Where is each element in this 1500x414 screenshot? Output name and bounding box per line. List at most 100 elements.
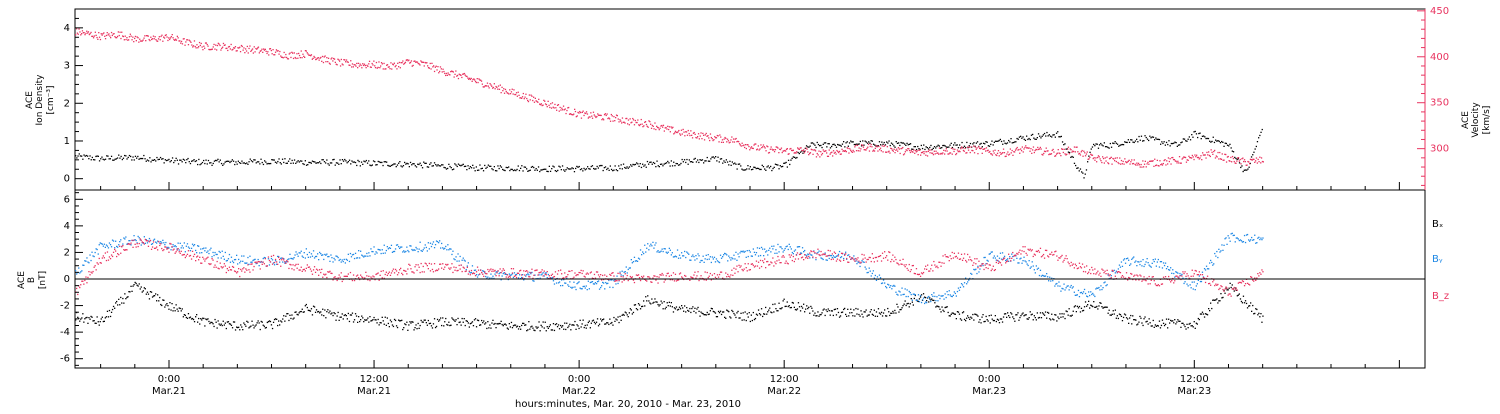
bx-point [1132, 315, 1133, 316]
by-point [89, 254, 90, 255]
bx-point [685, 311, 686, 312]
velocity-point [1121, 160, 1122, 161]
density-point [477, 170, 478, 171]
velocity-point [378, 67, 379, 68]
bx-point [988, 320, 989, 321]
velocity-point [477, 78, 478, 79]
bz-point [131, 240, 132, 241]
density-point [93, 159, 94, 160]
density-point [629, 166, 630, 167]
velocity-point [367, 66, 368, 67]
by-point [1229, 237, 1230, 238]
density-point [501, 167, 502, 168]
bx-point [124, 293, 125, 294]
bx-point [461, 325, 462, 326]
density-point [1172, 143, 1173, 144]
bx-point [644, 305, 645, 306]
by-point [677, 249, 678, 250]
bz-point [135, 244, 136, 245]
velocity-point [612, 115, 613, 116]
density-point [243, 162, 244, 163]
bz-point [228, 270, 229, 271]
density-point [622, 168, 623, 169]
bx-point [98, 321, 99, 322]
bz-point [160, 243, 161, 244]
velocity-point [1207, 154, 1208, 155]
velocity-point [298, 53, 299, 54]
by-point [1129, 265, 1130, 266]
density-point [216, 160, 217, 161]
bx-point [375, 319, 376, 320]
density-point [441, 164, 442, 165]
density-point [957, 144, 958, 145]
velocity-point [974, 152, 975, 153]
density-point [495, 170, 496, 171]
velocity-point [1261, 157, 1262, 158]
velocity-point [648, 127, 649, 128]
bx-point [100, 321, 101, 322]
density-point [1007, 142, 1008, 143]
velocity-point [244, 52, 245, 53]
by-point [322, 254, 323, 255]
bx-point [567, 327, 568, 328]
velocity-point [583, 111, 584, 112]
density-point [616, 169, 617, 170]
by-point [784, 250, 785, 251]
density-point [1190, 139, 1191, 140]
density-point [325, 162, 326, 163]
density-point [808, 147, 809, 148]
by-point [318, 259, 319, 260]
velocity-point [573, 114, 574, 115]
by-point [1107, 284, 1108, 285]
bx-point [585, 325, 586, 326]
bz-point [275, 259, 276, 260]
velocity-point [1230, 157, 1231, 158]
by-point [997, 256, 998, 257]
bx-point [187, 318, 188, 319]
density-point [1146, 137, 1147, 138]
by-point [1222, 250, 1223, 251]
velocity-point [1039, 148, 1040, 149]
density-point [107, 156, 108, 157]
velocity-point [97, 39, 98, 40]
velocity-point [229, 46, 230, 47]
by-point [1261, 239, 1262, 240]
bx-point [133, 284, 134, 285]
velocity-point [1053, 149, 1054, 150]
velocity-point [724, 139, 725, 140]
bx-point [334, 313, 335, 314]
by-point [1060, 291, 1061, 292]
velocity-point [749, 149, 750, 150]
bx-point [1122, 320, 1123, 321]
density-point [1051, 136, 1052, 137]
by-point [905, 288, 906, 289]
bz-point [132, 247, 133, 248]
density-point [166, 160, 167, 161]
bx-point [388, 323, 389, 324]
density-point [555, 170, 556, 171]
density-point [1064, 143, 1065, 144]
density-point [1134, 142, 1135, 143]
bz-point [259, 261, 260, 262]
bx-point [368, 322, 369, 323]
velocity-point [195, 46, 196, 47]
by-point [785, 248, 786, 249]
by-point [802, 247, 803, 248]
density-point [300, 160, 301, 161]
density-point [899, 145, 900, 146]
bx-point [845, 314, 846, 315]
velocity-point [466, 76, 467, 77]
density-point [1034, 139, 1035, 140]
velocity-point [1143, 166, 1144, 167]
velocity-point [107, 32, 108, 33]
bx-point [102, 317, 103, 318]
by-point [492, 276, 493, 277]
density-point [205, 160, 206, 161]
velocity-point [299, 55, 300, 56]
density-point [781, 166, 782, 167]
velocity-point [917, 150, 918, 151]
bz-point [293, 269, 294, 270]
density-point [527, 171, 528, 172]
density-point [1008, 140, 1009, 141]
density-point [337, 163, 338, 164]
